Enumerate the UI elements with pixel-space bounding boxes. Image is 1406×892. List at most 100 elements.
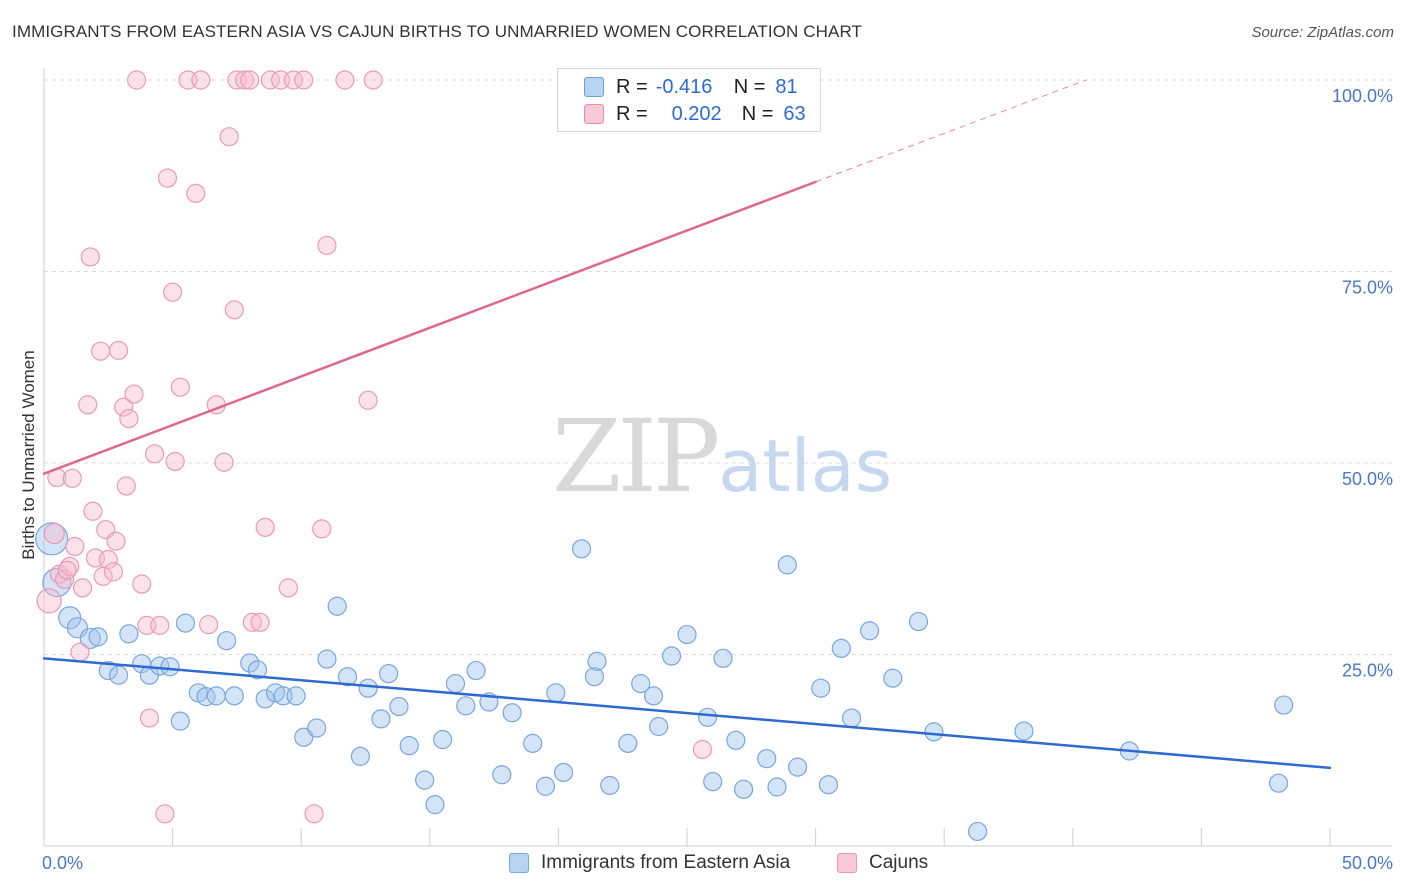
- y-tick-label: 100.0%: [1332, 86, 1393, 106]
- data-point: [217, 631, 237, 651]
- data-point: [726, 730, 746, 750]
- data-point: [150, 615, 170, 635]
- x-tick-label: 50.0%: [1342, 853, 1393, 873]
- data-point: [79, 627, 101, 650]
- data-point: [811, 678, 831, 698]
- data-point: [98, 549, 118, 570]
- data-point: [618, 733, 638, 753]
- data-point: [883, 668, 903, 688]
- data-point: [350, 746, 370, 766]
- data-point: [106, 531, 126, 551]
- data-point: [108, 665, 129, 685]
- data-point: [247, 660, 268, 680]
- data-point: [170, 377, 190, 397]
- legend-swatch-pink-icon: [584, 104, 604, 124]
- data-point: [108, 340, 129, 360]
- data-point: [119, 408, 139, 429]
- y-tick-label: 25.0%: [1342, 661, 1393, 681]
- data-point: [65, 536, 85, 557]
- data-point: [1014, 721, 1034, 741]
- legend-item-immigrants[interactable]: Immigrants from Eastern Asia: [509, 852, 790, 874]
- data-point: [327, 596, 347, 616]
- data-point: [379, 664, 399, 684]
- legend-n-value: 63: [783, 102, 806, 125]
- data-point: [126, 70, 147, 90]
- data-point: [643, 686, 664, 706]
- data-point: [677, 624, 697, 645]
- data-point: [165, 451, 185, 472]
- legend-n-label: N =: [741, 102, 774, 125]
- trend-line: [42, 180, 817, 475]
- data-point: [80, 247, 100, 267]
- data-point: [1274, 695, 1294, 715]
- data-point: [72, 578, 93, 598]
- data-point: [35, 522, 69, 556]
- legend-n-value: 81: [775, 75, 798, 98]
- data-point: [242, 612, 262, 632]
- legend-r-value: 0.202: [671, 102, 722, 125]
- data-point: [433, 729, 453, 750]
- data-point: [818, 775, 839, 795]
- data-point: [842, 708, 862, 728]
- data-point: [103, 562, 124, 582]
- data-point: [160, 657, 180, 677]
- legend-item-cajuns[interactable]: Cajuns: [837, 852, 928, 874]
- data-point: [587, 651, 607, 671]
- data-point: [191, 70, 211, 90]
- data-point: [600, 775, 620, 796]
- data-point: [335, 70, 355, 90]
- data-point: [1268, 773, 1289, 793]
- data-point: [787, 757, 808, 777]
- data-point: [445, 674, 466, 694]
- data-point: [317, 235, 337, 256]
- data-point: [170, 711, 190, 731]
- legend-r-value: -0.416: [655, 75, 713, 98]
- data-point: [124, 384, 144, 404]
- data-point: [36, 588, 62, 614]
- data-point: [286, 686, 306, 706]
- data-point: [757, 749, 777, 769]
- data-point: [733, 779, 754, 799]
- data-point: [294, 70, 314, 90]
- data-point: [186, 183, 206, 203]
- data-point: [584, 667, 605, 687]
- data-point: [307, 718, 327, 738]
- data-point: [90, 341, 111, 361]
- data-point: [283, 70, 304, 90]
- data-point: [206, 686, 226, 706]
- data-point: [546, 683, 566, 703]
- data-point: [240, 653, 260, 673]
- data-point: [692, 739, 713, 760]
- data-point: [278, 578, 298, 598]
- legend-swatch-blue-icon: [509, 853, 529, 873]
- data-point: [240, 70, 260, 90]
- data-point: [697, 707, 718, 727]
- data-point: [224, 300, 244, 320]
- data-point: [924, 722, 944, 742]
- data-point: [456, 696, 476, 716]
- data-point: [661, 646, 682, 666]
- data-point: [224, 686, 244, 706]
- data-point: [62, 468, 82, 488]
- data-point: [523, 733, 543, 753]
- data-point: [214, 452, 234, 472]
- data-point: [196, 687, 216, 707]
- data-point: [317, 649, 337, 669]
- data-point: [777, 555, 797, 575]
- data-point: [304, 804, 324, 824]
- legend-row-cajuns: R = 0.202 N = 63: [584, 102, 806, 126]
- data-point: [119, 624, 139, 644]
- data-point: [502, 703, 522, 723]
- trend-line-extension: [815, 79, 1087, 183]
- y-axis-label: Births to Unmarried Women: [19, 350, 38, 559]
- data-point: [571, 539, 592, 559]
- data-point: [175, 613, 196, 633]
- data-point: [358, 390, 378, 410]
- data-point: [83, 501, 103, 521]
- data-point: [144, 444, 165, 464]
- series-cajuns: [36, 70, 713, 824]
- series-legend: Immigrants from Eastern Asia Cajuns: [0, 852, 1406, 878]
- data-point: [831, 638, 851, 658]
- data-point: [535, 776, 556, 796]
